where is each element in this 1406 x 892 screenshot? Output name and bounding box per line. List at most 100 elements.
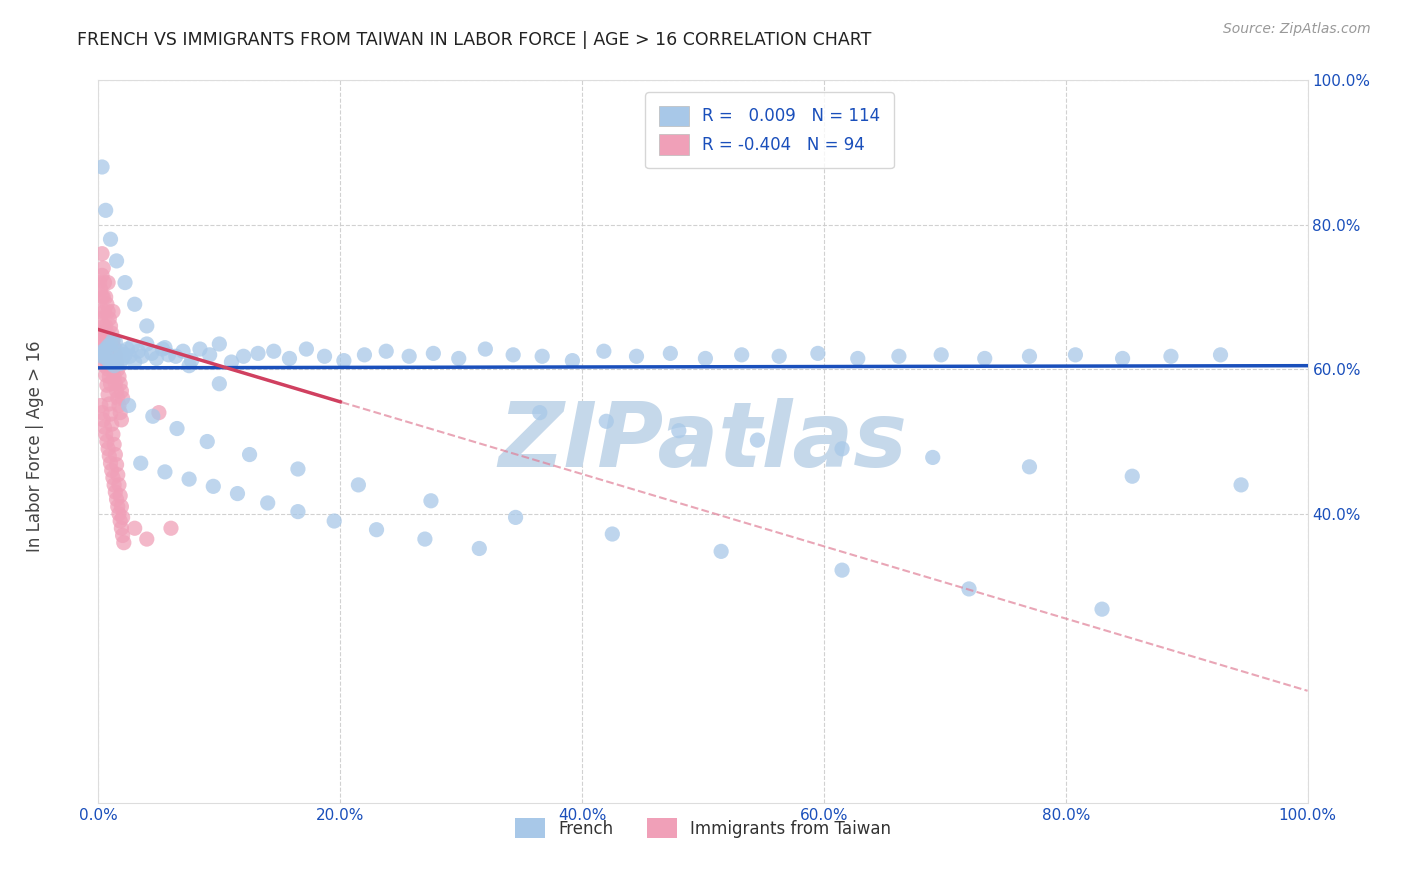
Point bbox=[105, 458, 128, 472]
Point bbox=[100, 355, 122, 369]
Point bbox=[94, 318, 117, 333]
Point bbox=[375, 344, 398, 359]
Point bbox=[89, 276, 111, 290]
Point bbox=[108, 369, 131, 384]
Point bbox=[94, 368, 117, 382]
Point bbox=[100, 326, 122, 340]
Point bbox=[195, 434, 218, 449]
Point bbox=[110, 413, 132, 427]
Point bbox=[108, 376, 131, 391]
Point bbox=[957, 582, 980, 596]
Point bbox=[179, 472, 201, 486]
Point bbox=[172, 344, 194, 359]
Point bbox=[103, 341, 125, 355]
Point bbox=[398, 349, 420, 363]
Point bbox=[96, 378, 118, 392]
Point bbox=[96, 297, 118, 311]
Point bbox=[108, 357, 131, 371]
Point bbox=[91, 349, 114, 363]
Point bbox=[208, 337, 231, 351]
Point bbox=[104, 348, 127, 362]
Point bbox=[166, 421, 188, 435]
Point bbox=[295, 342, 318, 356]
Point bbox=[101, 334, 124, 348]
Point bbox=[111, 528, 134, 542]
Point bbox=[97, 387, 120, 401]
Point bbox=[626, 349, 648, 363]
Point bbox=[103, 359, 125, 373]
Point bbox=[97, 334, 120, 348]
Point bbox=[112, 535, 135, 549]
Point bbox=[595, 414, 617, 428]
Point bbox=[93, 420, 115, 434]
Point bbox=[105, 492, 128, 507]
Point bbox=[152, 342, 174, 356]
Point bbox=[100, 456, 122, 470]
Point bbox=[831, 563, 853, 577]
Point bbox=[846, 351, 869, 366]
Point bbox=[107, 349, 129, 363]
Point bbox=[807, 346, 830, 360]
Point bbox=[531, 349, 554, 363]
Point bbox=[100, 348, 122, 362]
Point bbox=[180, 353, 202, 368]
Point bbox=[90, 398, 112, 412]
Point bbox=[91, 246, 114, 260]
Point bbox=[202, 479, 225, 493]
Point bbox=[198, 348, 221, 362]
Point bbox=[100, 376, 122, 391]
Point bbox=[101, 470, 124, 484]
Point bbox=[96, 355, 118, 369]
Point bbox=[474, 342, 496, 356]
Point bbox=[94, 203, 117, 218]
Point bbox=[100, 337, 122, 351]
Point bbox=[103, 437, 125, 451]
Point bbox=[505, 510, 527, 524]
Point bbox=[695, 351, 717, 366]
Point bbox=[108, 398, 131, 412]
Point bbox=[413, 532, 436, 546]
Point bbox=[110, 384, 132, 398]
Point bbox=[447, 351, 470, 366]
Point bbox=[160, 521, 183, 535]
Point bbox=[101, 304, 124, 318]
Point bbox=[90, 334, 112, 348]
Point bbox=[91, 290, 114, 304]
Point bbox=[103, 478, 125, 492]
Point bbox=[157, 348, 180, 362]
Point bbox=[100, 463, 122, 477]
Point bbox=[118, 349, 141, 363]
Point bbox=[94, 427, 117, 442]
Point bbox=[108, 478, 131, 492]
Point bbox=[468, 541, 491, 556]
Point bbox=[117, 342, 139, 356]
Point bbox=[422, 346, 444, 360]
Point bbox=[93, 276, 115, 290]
Point bbox=[101, 427, 124, 442]
Point bbox=[93, 346, 115, 360]
Point bbox=[98, 369, 121, 384]
Point bbox=[104, 376, 127, 391]
Point bbox=[366, 523, 388, 537]
Point bbox=[93, 334, 115, 348]
Point bbox=[347, 478, 370, 492]
Point bbox=[101, 362, 124, 376]
Point bbox=[90, 311, 112, 326]
Point bbox=[973, 351, 995, 366]
Point bbox=[97, 304, 120, 318]
Point bbox=[747, 433, 769, 447]
Point bbox=[287, 462, 309, 476]
Text: ZIPatlas: ZIPatlas bbox=[499, 398, 907, 485]
Legend: French, Immigrants from Taiwan: French, Immigrants from Taiwan bbox=[509, 812, 897, 845]
Point bbox=[179, 359, 201, 373]
Point bbox=[91, 261, 114, 276]
Text: In Labor Force | Age > 16: In Labor Force | Age > 16 bbox=[27, 340, 44, 552]
Point bbox=[502, 348, 524, 362]
Point bbox=[108, 346, 131, 360]
Point bbox=[96, 434, 118, 449]
Point bbox=[104, 334, 127, 349]
Point bbox=[93, 304, 115, 318]
Point bbox=[333, 353, 356, 368]
Point bbox=[529, 406, 551, 420]
Point bbox=[124, 355, 146, 369]
